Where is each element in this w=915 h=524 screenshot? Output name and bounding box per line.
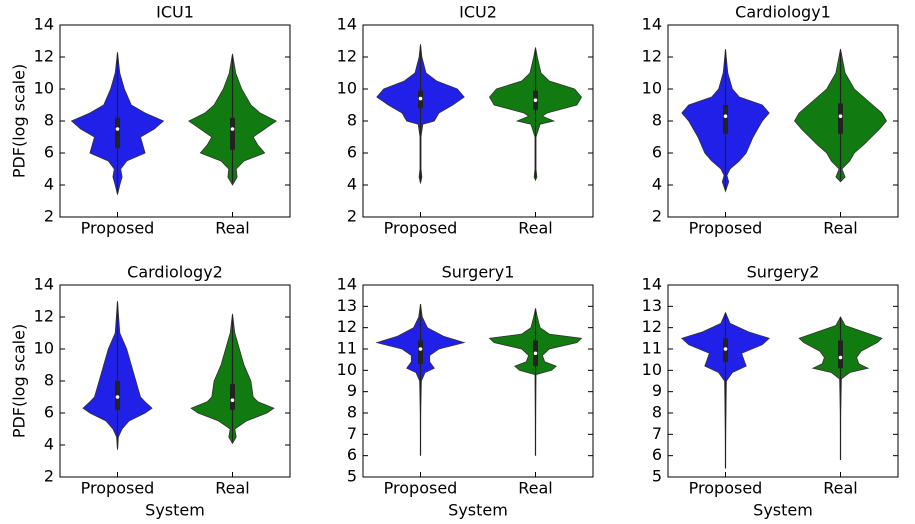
y-tick-label: 8 (44, 111, 54, 130)
y-tick-label: 10 (642, 79, 662, 98)
y-tick-label: 11 (642, 339, 662, 358)
y-tick-label: 6 (44, 143, 54, 162)
y-tick-label: 14 (337, 15, 357, 34)
y-tick-label: 6 (347, 143, 357, 162)
y-tick-label: 10 (337, 360, 357, 379)
y-tick-label: 10 (34, 79, 54, 98)
box (230, 384, 235, 410)
y-tick-label: 12 (642, 317, 662, 336)
y-tick-label: 14 (34, 15, 54, 34)
x-tick-label: Proposed (384, 479, 458, 498)
x-tick-label: Real (518, 479, 553, 498)
box (723, 105, 728, 134)
x-tick-label: Real (518, 219, 553, 238)
box (230, 117, 235, 150)
axes-frame (667, 24, 899, 218)
y-tick-label: 9 (347, 381, 357, 400)
x-axis-label: System (145, 501, 205, 520)
y-tick-label: 11 (337, 339, 357, 358)
y-tick-label: 10 (642, 360, 662, 379)
y-tick-label: 10 (34, 339, 54, 358)
y-tick-label: 12 (34, 47, 54, 66)
y-tick-label: 8 (652, 111, 662, 130)
y-tick-label: 12 (642, 47, 662, 66)
y-tick-label: 8 (652, 403, 662, 422)
x-axis-label: System (448, 501, 508, 520)
y-tick-label: 4 (44, 175, 54, 194)
y-tick-label: 2 (652, 207, 662, 226)
box (115, 117, 120, 149)
y-tick-label: 2 (44, 467, 54, 486)
y-tick-label: 9 (652, 381, 662, 400)
y-tick-label: 14 (34, 275, 54, 294)
axes-frame (362, 24, 594, 218)
y-tick-label: 6 (652, 143, 662, 162)
median (115, 395, 120, 399)
median (533, 98, 538, 102)
subplot-title: ICU1 (156, 3, 194, 22)
y-tick-label: 2 (44, 207, 54, 226)
subplot-title: Cardiology2 (127, 263, 223, 282)
y-tick-label: 8 (347, 403, 357, 422)
box (838, 340, 843, 369)
y-tick-label: 13 (642, 296, 662, 315)
median (115, 127, 120, 131)
subplot-title: Cardiology1 (735, 3, 831, 22)
y-tick-label: 7 (652, 424, 662, 443)
y-tick-label: 12 (337, 317, 357, 336)
box (838, 103, 843, 134)
y-tick-label: 14 (337, 275, 357, 294)
subplot-title: ICU2 (459, 3, 497, 22)
y-tick-label: 6 (44, 403, 54, 422)
x-tick-label: Real (215, 479, 250, 498)
y-tick-label: 13 (337, 296, 357, 315)
x-tick-label: Proposed (81, 219, 155, 238)
median (230, 398, 235, 403)
y-tick-label: 6 (347, 445, 357, 464)
x-tick-label: Proposed (689, 479, 763, 498)
y-tick-label: 10 (337, 79, 357, 98)
median (533, 351, 538, 356)
y-tick-label: 2 (347, 207, 357, 226)
axes-frame (59, 284, 291, 478)
y-tick-label: 6 (652, 445, 662, 464)
y-tick-label: 8 (44, 371, 54, 390)
box (418, 340, 423, 364)
y-tick-label: 14 (642, 275, 662, 294)
median (723, 347, 728, 351)
subplot-title: Surgery1 (442, 263, 515, 282)
x-tick-label: Proposed (689, 219, 763, 238)
x-tick-label: Real (823, 219, 858, 238)
y-axis-label: PDF(log scale) (10, 64, 29, 178)
median (418, 347, 423, 351)
y-tick-label: 12 (34, 307, 54, 326)
y-tick-label: 5 (347, 467, 357, 486)
y-tick-label: 12 (337, 47, 357, 66)
axes-frame (59, 24, 291, 218)
x-tick-label: Proposed (384, 219, 458, 238)
y-tick-label: 7 (347, 424, 357, 443)
median (723, 114, 728, 118)
median (230, 127, 235, 131)
median (418, 96, 423, 101)
y-tick-label: 14 (642, 15, 662, 34)
median (838, 355, 843, 360)
x-tick-label: Real (823, 479, 858, 498)
axes-frame (362, 284, 594, 478)
axes-frame (667, 284, 899, 478)
subplot-title: Surgery2 (747, 263, 820, 282)
y-tick-label: 4 (44, 435, 54, 454)
median (838, 114, 843, 118)
y-tick-label: 4 (652, 175, 662, 194)
y-axis-label: PDF(log scale) (10, 324, 29, 438)
y-tick-label: 4 (347, 175, 357, 194)
y-tick-label: 8 (347, 111, 357, 130)
x-tick-label: Proposed (81, 479, 155, 498)
x-tick-label: Real (215, 219, 250, 238)
y-tick-label: 5 (652, 467, 662, 486)
x-axis-label: System (753, 501, 813, 520)
